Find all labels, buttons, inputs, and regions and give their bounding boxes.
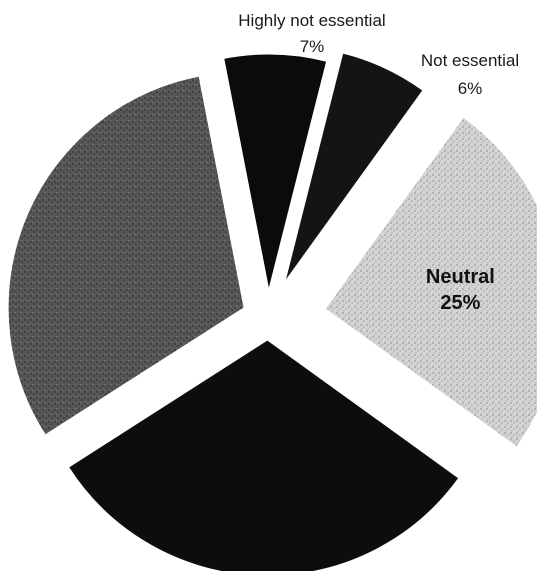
slice-percent-not-essential: 6% <box>458 79 483 98</box>
pie-slices <box>7 52 537 576</box>
slice-percent-highly-not-essential: 7% <box>300 37 325 56</box>
pie-labels: Highly not essential 7% Not essential 6% Neu… <box>238 11 519 314</box>
slice-label-neutral: Neutral <box>426 266 495 288</box>
pie-slice-unlabeled-5 <box>7 75 245 436</box>
pie-slice-neutral <box>324 116 537 448</box>
slice-label-not-essential: Not essential <box>421 51 519 70</box>
slice-label-highly-not-essential: Highly not essential <box>238 11 385 30</box>
pie-slice-highly-not-essential <box>223 53 328 291</box>
pie-slice-not-essential <box>284 52 424 283</box>
slice-percent-neutral: 25% <box>440 292 480 314</box>
